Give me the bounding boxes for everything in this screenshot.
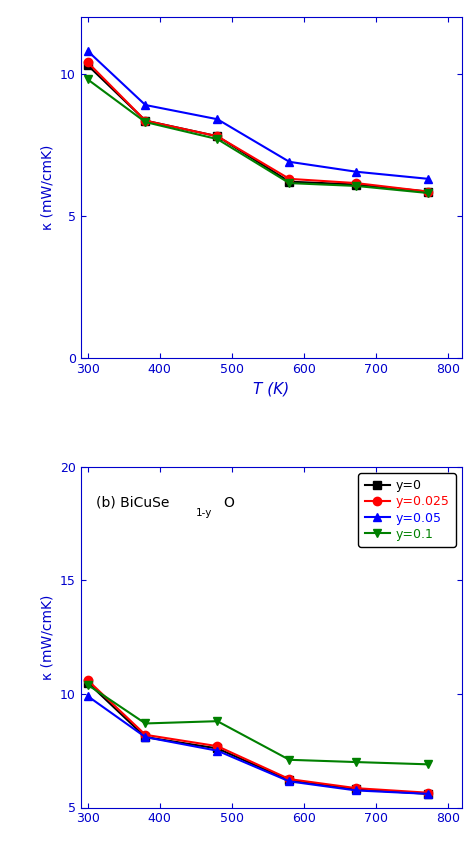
Y-axis label: κ (mW/cmK): κ (mW/cmK) [40, 144, 55, 230]
X-axis label: T (K): T (K) [253, 381, 290, 396]
Text: 1-y: 1-y [196, 507, 212, 518]
Text: (b) BiCuSe: (b) BiCuSe [96, 496, 169, 510]
Y-axis label: κ (mW/cmK): κ (mW/cmK) [40, 594, 55, 680]
Legend: y=0, y=0.025, y=0.05, y=0.1: y=0, y=0.025, y=0.05, y=0.1 [358, 473, 456, 547]
Text: O: O [224, 496, 235, 510]
